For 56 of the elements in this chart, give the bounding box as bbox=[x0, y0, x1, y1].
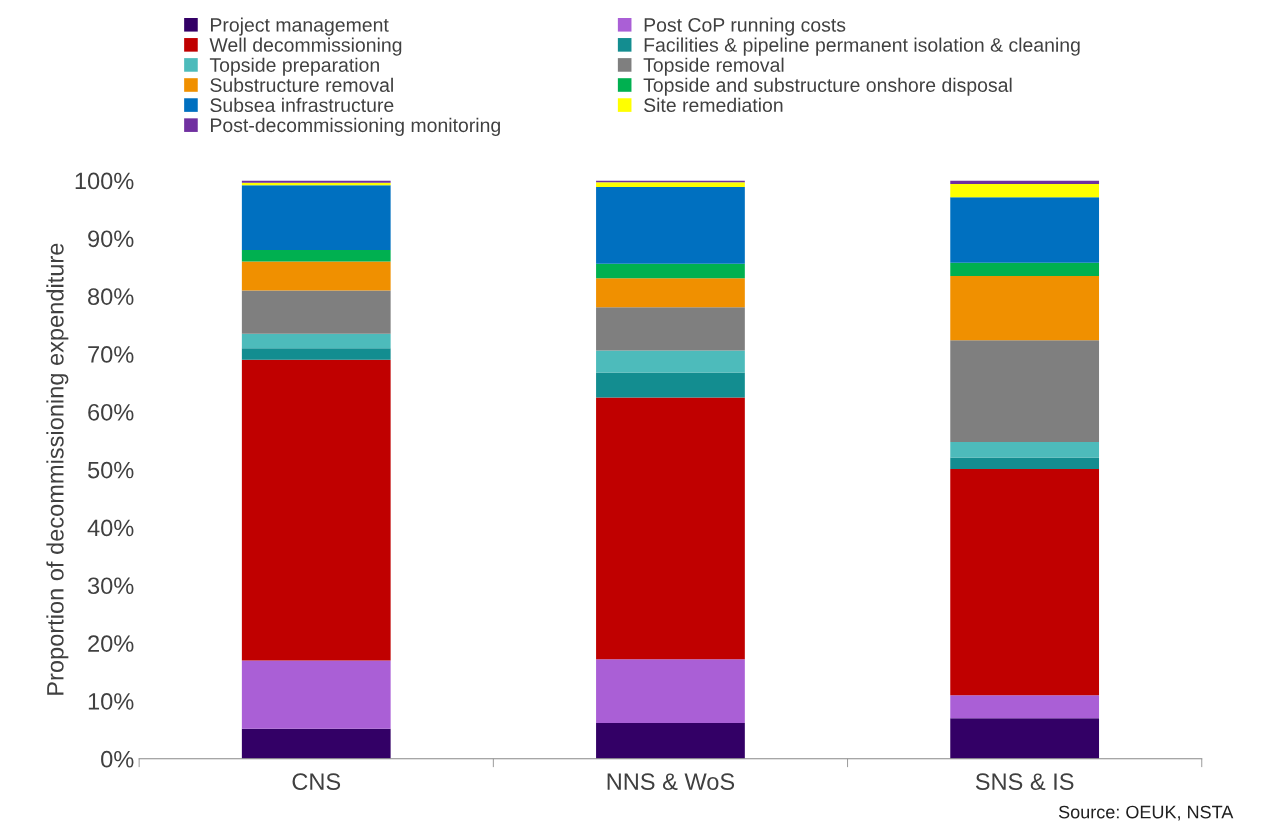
y-tick-label: 40% bbox=[87, 519, 134, 537]
source-note: Source: OEUK, NSTA bbox=[1058, 805, 1234, 821]
bar bbox=[596, 350, 745, 373]
bar bbox=[241, 290, 391, 334]
bar bbox=[950, 340, 1100, 442]
y-axis-title: Proportion of decommissioning expenditure bbox=[46, 243, 69, 695]
bar bbox=[241, 359, 391, 661]
y-tick-label: 80% bbox=[88, 288, 134, 305]
y-tick-label: 0% bbox=[101, 750, 134, 768]
legend-label: Topside removal bbox=[643, 57, 784, 76]
y-tick-label: 100% bbox=[75, 172, 134, 190]
bar bbox=[596, 722, 745, 759]
bar bbox=[950, 695, 1100, 719]
legend-label: Topside preparation bbox=[209, 57, 379, 76]
bar bbox=[950, 275, 1100, 341]
bar bbox=[241, 249, 391, 262]
bar bbox=[241, 728, 391, 759]
bar bbox=[241, 333, 391, 349]
x-tick-label: NNS & WoS bbox=[607, 773, 735, 791]
x-tick-label: SNS & IS bbox=[975, 773, 1074, 791]
bar bbox=[950, 469, 1100, 696]
bar bbox=[950, 184, 1100, 198]
legend-label: Post-decommissioning monitoring bbox=[211, 117, 500, 136]
y-tick-label: 60% bbox=[88, 403, 134, 421]
legend-label: Project management bbox=[211, 17, 389, 36]
bar bbox=[596, 278, 745, 308]
bar bbox=[241, 261, 391, 291]
bar bbox=[950, 262, 1100, 276]
bar bbox=[596, 372, 745, 398]
y-tick-label: 70% bbox=[88, 346, 134, 363]
bar bbox=[950, 441, 1100, 458]
bar bbox=[596, 186, 745, 264]
legend-label: Topside and substructure onshore disposal bbox=[643, 77, 1012, 96]
legend-label: Site remediation bbox=[644, 97, 783, 113]
bar bbox=[241, 185, 391, 250]
bar bbox=[596, 182, 745, 187]
bar bbox=[241, 348, 391, 360]
bar bbox=[596, 659, 745, 723]
y-tick-label: 20% bbox=[88, 635, 134, 652]
legend-label: Facilities & pipeline permanent isolation & cleaning bbox=[644, 37, 1080, 56]
legend-label: Substructure removal bbox=[210, 77, 393, 92]
bar bbox=[950, 457, 1100, 470]
y-tick-label: 10% bbox=[88, 693, 134, 710]
bar bbox=[950, 718, 1100, 759]
y-tick-label: 90% bbox=[88, 230, 134, 248]
y-tick-label: 50% bbox=[87, 461, 134, 479]
y-tick-label: 30% bbox=[87, 577, 134, 595]
legend-label: Well decommissioning bbox=[209, 37, 402, 56]
bar bbox=[596, 307, 745, 351]
bar bbox=[596, 263, 745, 279]
bar bbox=[950, 197, 1100, 263]
bar bbox=[241, 660, 391, 729]
legend-label: Subsea infrastructure bbox=[210, 97, 394, 113]
legend-label: Post CoP running costs bbox=[644, 17, 846, 36]
bar bbox=[596, 397, 745, 660]
x-tick-label: CNS bbox=[292, 773, 341, 791]
